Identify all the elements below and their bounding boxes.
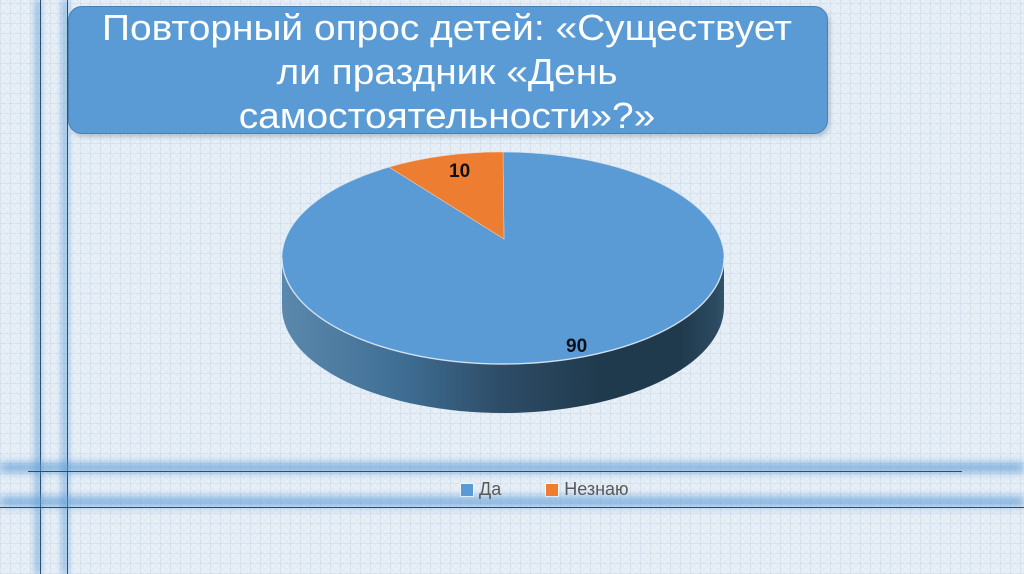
svg-text:90: 90 — [566, 336, 587, 357]
svg-text:10: 10 — [449, 161, 470, 182]
